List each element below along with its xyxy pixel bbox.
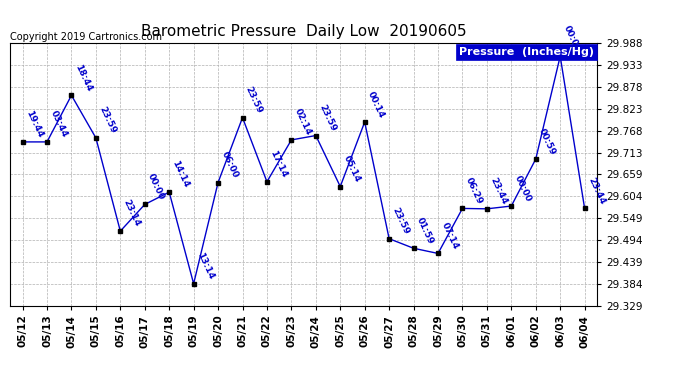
Text: 01:59: 01:59: [415, 216, 435, 246]
Text: 23:59: 23:59: [244, 85, 264, 115]
Text: 07:14: 07:14: [440, 221, 460, 251]
Text: 00:00: 00:00: [562, 24, 582, 54]
Text: 02:14: 02:14: [293, 107, 313, 137]
Text: 06:00: 06:00: [219, 150, 239, 180]
Text: 17:14: 17:14: [268, 149, 288, 179]
Text: 00:59: 00:59: [537, 127, 558, 156]
Text: Pressure  (Inches/Hg): Pressure (Inches/Hg): [459, 47, 594, 57]
Text: 13:14: 13:14: [195, 251, 215, 281]
Text: 23:59: 23:59: [391, 206, 411, 236]
Text: 00:00: 00:00: [513, 174, 533, 203]
Title: Barometric Pressure  Daily Low  20190605: Barometric Pressure Daily Low 20190605: [141, 24, 466, 39]
Text: 23:59: 23:59: [97, 105, 117, 135]
Text: 06:29: 06:29: [464, 176, 484, 206]
Text: 19:44: 19:44: [24, 109, 44, 139]
Text: 03:44: 03:44: [48, 109, 69, 139]
Text: 23:44: 23:44: [586, 176, 607, 206]
Text: 14:14: 14:14: [170, 159, 191, 189]
Text: 00:14: 00:14: [366, 90, 386, 119]
Text: Copyright 2019 Cartronics.com: Copyright 2019 Cartronics.com: [10, 32, 162, 42]
Text: 23:14: 23:14: [121, 198, 142, 228]
Text: 18:44: 18:44: [73, 63, 93, 93]
Text: 00:00: 00:00: [146, 172, 166, 202]
Text: 05:14: 05:14: [342, 154, 362, 184]
Text: 23:44: 23:44: [489, 176, 509, 206]
Text: 23:59: 23:59: [317, 103, 337, 133]
